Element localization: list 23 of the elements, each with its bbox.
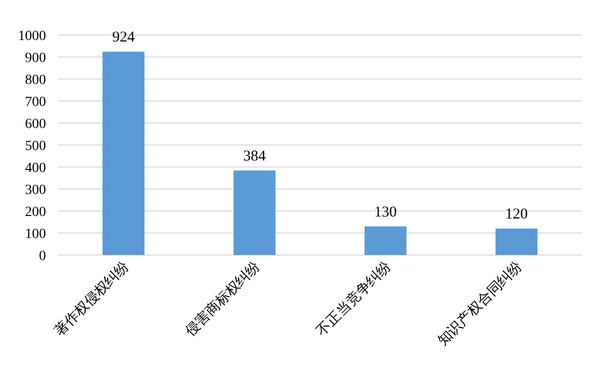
y-tick-label: 300 — [25, 183, 46, 198]
x-tick-label: 不正当竞争纠纷 — [314, 258, 394, 340]
y-tick-label: 200 — [25, 205, 46, 220]
y-tick-label: 700 — [25, 95, 46, 110]
y-tick-label: 600 — [25, 117, 46, 132]
bar — [496, 228, 538, 255]
bar — [364, 226, 406, 255]
y-tick-label: 100 — [25, 227, 46, 242]
data-label: 120 — [505, 206, 528, 223]
y-tick-label: 1000 — [18, 29, 46, 44]
x-tick-label: 侵害商标权纠纷 — [182, 258, 264, 340]
x-tick-label: 著作权侵权纠纷 — [52, 258, 132, 340]
y-tick-label: 400 — [25, 161, 46, 176]
y-tick-label: 800 — [25, 73, 46, 88]
data-label: 130 — [374, 204, 397, 220]
bar — [234, 170, 276, 255]
y-tick-label: 500 — [25, 139, 46, 154]
bar — [102, 52, 144, 255]
y-tick-label: 900 — [25, 51, 46, 66]
data-label: 924 — [112, 30, 136, 46]
data-label: 384 — [243, 148, 266, 165]
x-tick-label: 知识产权合同纠纷 — [434, 258, 526, 350]
y-tick-label: 0 — [39, 249, 46, 264]
